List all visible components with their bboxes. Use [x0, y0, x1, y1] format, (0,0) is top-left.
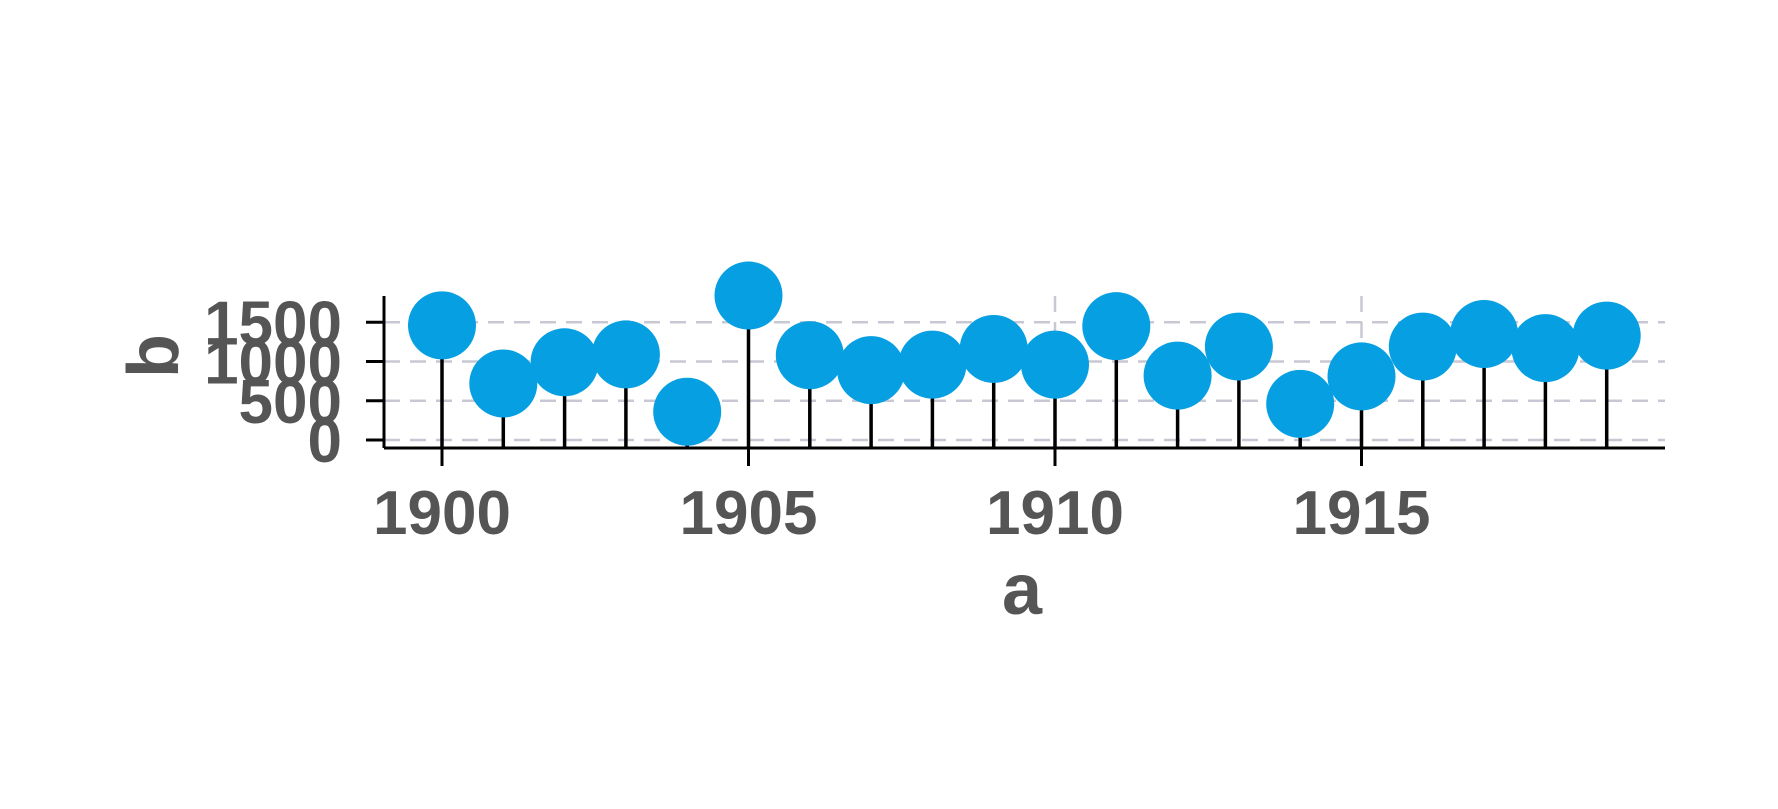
x-tick-label: 1910: [986, 479, 1124, 548]
data-point: [1572, 301, 1641, 370]
data-point: [775, 321, 844, 390]
y-axis-title: b: [114, 334, 194, 378]
data-point: [1388, 312, 1457, 381]
y-tick-label: 1500: [204, 289, 342, 358]
data-point: [653, 377, 722, 446]
y-tick-label: 1000: [204, 329, 342, 398]
data-point: [530, 328, 599, 397]
data-point: [1450, 300, 1519, 369]
markers: [408, 261, 1641, 446]
data-point: [1082, 292, 1151, 361]
x-tick-label: 1905: [680, 479, 818, 548]
data-point: [469, 349, 538, 418]
data-point: [1266, 369, 1335, 438]
x-tick-label: 1900: [373, 479, 511, 548]
data-point: [1143, 341, 1212, 410]
data-point: [959, 314, 1028, 383]
y-tick-label: 500: [239, 368, 342, 437]
data-point: [591, 320, 660, 389]
data-point: [714, 261, 783, 330]
y-tick-label: 0: [308, 407, 342, 476]
data-point: [1511, 314, 1580, 383]
data-point: [898, 330, 967, 399]
x-tick-label: 1915: [1293, 479, 1431, 548]
x-axis-title: a: [1002, 550, 1043, 630]
data-point: [408, 291, 476, 360]
data-point: [1204, 312, 1273, 381]
data-point: [1327, 342, 1396, 411]
data-point: [1021, 330, 1089, 399]
data-point: [837, 336, 906, 405]
